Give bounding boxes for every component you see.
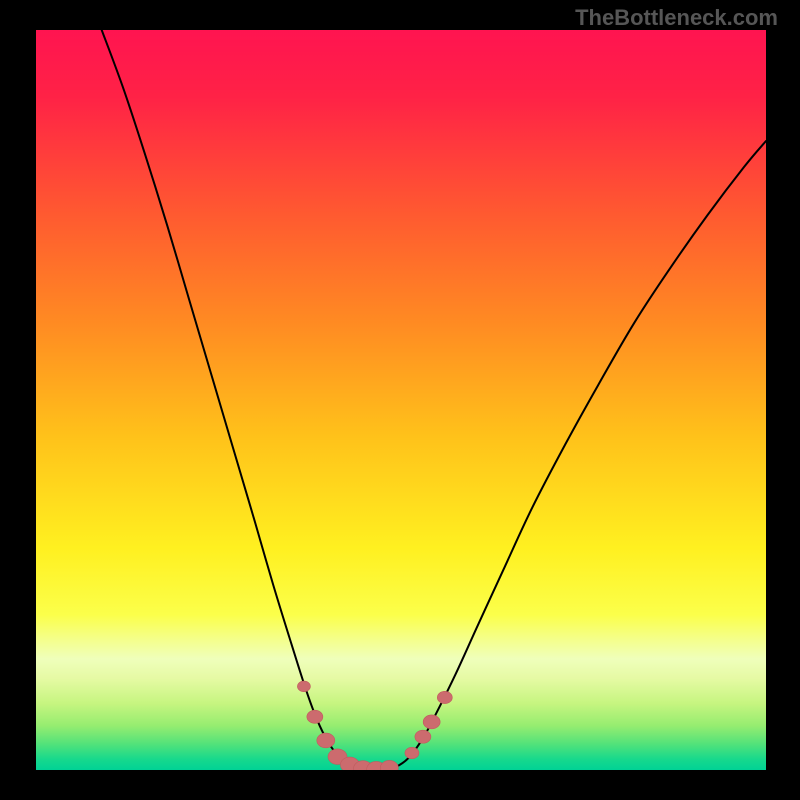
chart-stage: TheBottleneck.com bbox=[0, 0, 800, 800]
plot-area bbox=[36, 30, 766, 770]
watermark-text: TheBottleneck.com bbox=[575, 5, 778, 31]
